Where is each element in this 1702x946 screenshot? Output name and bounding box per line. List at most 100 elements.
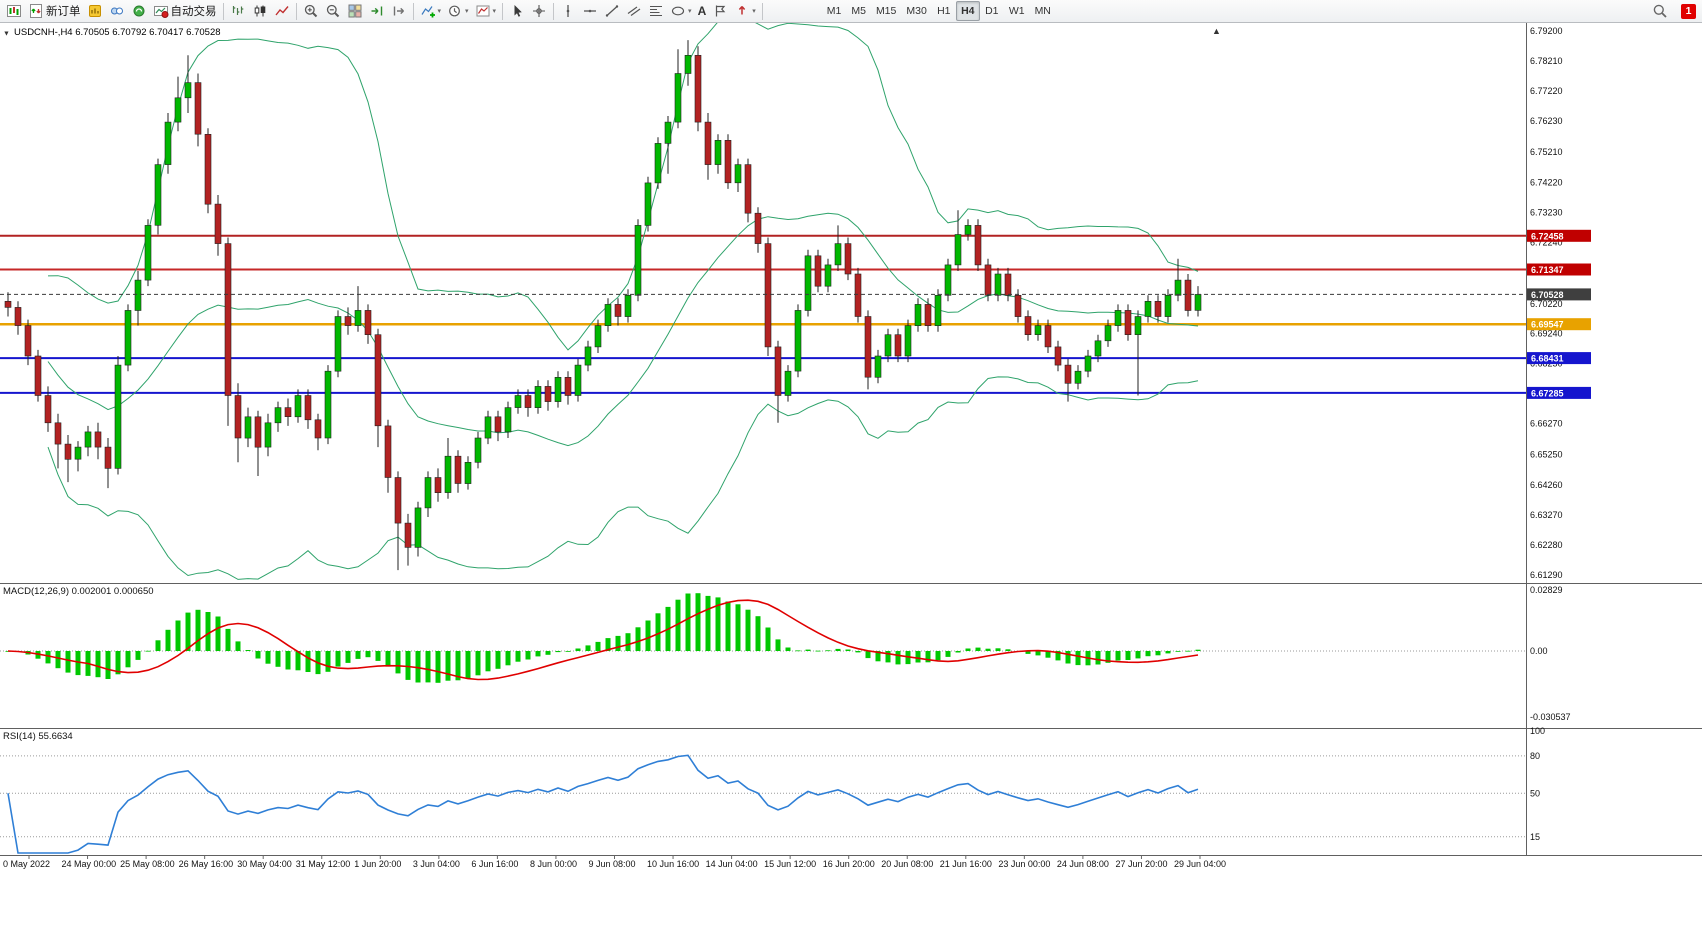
bollinger-bands <box>47 23 1199 580</box>
arrow-tool-icon <box>739 6 746 15</box>
indicators-button[interactable]: ▾ <box>417 1 445 21</box>
zoom-in-button[interactable] <box>300 1 322 21</box>
timeframe-H4[interactable]: H4 <box>955 1 980 21</box>
svg-text:6.67285: 6.67285 <box>1531 388 1564 398</box>
timeframe-W1[interactable]: W1 <box>1008 5 1025 17</box>
algo-trading-icon <box>153 6 168 18</box>
dropdown-caret-icon: ▾ <box>752 7 756 15</box>
trendline-icon <box>605 5 619 17</box>
price-scale[interactable]: 6.79200 6.78210 6.77220 6.76230 6.75210 6.742… <box>1530 26 1563 580</box>
timeframe-MN[interactable]: MN <box>1034 5 1051 17</box>
clock-icon <box>449 5 460 17</box>
trendline-button[interactable] <box>601 1 623 21</box>
svg-text:9 Jun 08:00: 9 Jun 08:00 <box>589 859 636 869</box>
svg-text:6.74220: 6.74220 <box>1530 177 1563 187</box>
chart-header: ▼ USDCNH-,H4 6.70505 6.70792 6.70417 6.70… <box>3 27 221 38</box>
chart-canvas[interactable]: 6.79200 6.78210 6.77220 6.76230 6.75210 6.742… <box>0 23 1702 946</box>
shapes-button[interactable]: ▾ <box>667 1 695 21</box>
line-chart-button[interactable] <box>271 1 293 21</box>
indicator-axis-labels: 0.02829 0.00 -0.030537 100 80 50 15 <box>1530 585 1571 842</box>
dropdown-caret-icon: ▾ <box>437 7 442 15</box>
svg-text:6.72458: 6.72458 <box>1531 231 1564 241</box>
crosshair-button[interactable] <box>528 1 550 21</box>
timeframe-D1[interactable]: D1 <box>985 5 999 17</box>
svg-text:6.65250: 6.65250 <box>1530 450 1563 460</box>
new-chart-button[interactable] <box>3 1 25 21</box>
macd-panel[interactable] <box>0 593 1526 683</box>
navigator-button[interactable] <box>106 1 128 21</box>
horizontal-level-lines[interactable] <box>0 234 1526 394</box>
svg-text:21 Jun 16:00: 21 Jun 16:00 <box>940 859 992 869</box>
fibonacci-button[interactable] <box>645 1 667 21</box>
svg-text:6.66270: 6.66270 <box>1530 419 1563 429</box>
toolbar-separator <box>295 2 297 20</box>
templates-button[interactable]: ▾ <box>472 1 500 21</box>
svg-text:6.69547: 6.69547 <box>1531 320 1564 330</box>
algo-trading-button[interactable]: 自动交易 <box>150 1 220 21</box>
community-icon <box>133 5 144 17</box>
timeframe-H1[interactable]: H1 <box>937 5 951 17</box>
panel-frames <box>0 23 1702 856</box>
toolbar-separator <box>412 2 414 20</box>
svg-text:24 Jun 08:00: 24 Jun 08:00 <box>1057 859 1109 869</box>
svg-text:24 May 00:00: 24 May 00:00 <box>62 859 117 869</box>
line-chart-icon <box>274 6 289 16</box>
market-watch-icon <box>88 5 101 17</box>
bars-chart-button[interactable] <box>227 1 249 21</box>
svg-text:6.73230: 6.73230 <box>1530 207 1563 217</box>
svg-text:6.68431: 6.68431 <box>1531 354 1564 364</box>
auto-scroll-button[interactable] <box>366 1 388 21</box>
svg-text:MACD(12,26,9) 0.002001 0.00065: MACD(12,26,9) 0.002001 0.000650 <box>3 586 154 597</box>
shapes-icon <box>671 6 685 16</box>
svg-text:USDCNH-,H4 6.70505 6.70792 6.7: USDCNH-,H4 6.70505 6.70792 6.70417 6.705… <box>14 27 221 38</box>
channel-icon <box>627 6 641 16</box>
timeframe-M30[interactable]: M30 <box>906 5 927 17</box>
toolbar-separator <box>553 2 555 20</box>
new-chart-icon <box>7 5 21 17</box>
horizontal-line-button[interactable] <box>579 1 601 21</box>
svg-text:20 Jun 08:00: 20 Jun 08:00 <box>881 859 933 869</box>
indicators-icon <box>420 6 435 18</box>
candles-chart-button[interactable] <box>249 1 271 21</box>
svg-text:50: 50 <box>1530 788 1540 798</box>
toolbar-separator <box>222 2 224 20</box>
svg-text:15: 15 <box>1530 832 1540 842</box>
search-button[interactable] <box>1649 1 1671 21</box>
timeframe-M15[interactable]: M15 <box>875 5 897 17</box>
new-order-icon <box>30 4 42 18</box>
rsi-panel[interactable] <box>0 754 1526 854</box>
oneclick-trading-arrow[interactable]: ▲ <box>1212 26 1221 36</box>
vertical-line-button[interactable] <box>557 1 579 21</box>
label-tool-button[interactable] <box>709 1 731 21</box>
periods-button[interactable]: ▾ <box>444 1 472 21</box>
new-order-button[interactable]: 新订单 <box>25 1 84 21</box>
dropdown-caret-icon: ▾ <box>688 7 692 15</box>
zoom-out-button[interactable] <box>322 1 344 21</box>
auto-scroll-icon <box>371 6 382 16</box>
chart-shift-icon <box>393 6 404 16</box>
time-scale[interactable]: 0 May 2022 24 May 00:00 25 May 08:00 26 May… <box>3 855 1226 870</box>
timeframe-M5[interactable]: M5 <box>851 5 866 17</box>
svg-text:RSI(14) 55.6634: RSI(14) 55.6634 <box>3 731 73 742</box>
main-chart-panel[interactable] <box>0 23 1526 580</box>
market-watch-button[interactable] <box>84 1 106 21</box>
toolbar-separator <box>761 2 763 20</box>
svg-text:6.77220: 6.77220 <box>1530 86 1563 96</box>
algo-trading-label: 自动交易 <box>170 6 217 18</box>
arrows-tool-button[interactable]: ▾ <box>731 1 759 21</box>
chart-shift-button[interactable] <box>388 1 410 21</box>
cursor-button[interactable] <box>506 1 528 21</box>
svg-text:6.71347: 6.71347 <box>1531 265 1564 275</box>
main-toolbar: 新订单 自动交易 ▾ ▾ ▾ ▾ A ▾ M1 M5 M15 M30 H1 H4 D1 W1 M… <box>0 0 1702 23</box>
svg-text:6.70220: 6.70220 <box>1530 299 1563 309</box>
tile-windows-button[interactable] <box>344 1 366 21</box>
timeframe-M1[interactable]: M1 <box>826 5 842 17</box>
svg-text:26 May 16:00: 26 May 16:00 <box>179 859 234 869</box>
channel-button[interactable] <box>623 1 645 21</box>
text-tool-button[interactable]: A <box>695 1 710 21</box>
notification-badge[interactable]: 1 <box>1681 3 1696 19</box>
tile-windows-icon <box>348 4 361 18</box>
community-button[interactable] <box>128 1 150 21</box>
svg-text:6.61290: 6.61290 <box>1530 570 1563 580</box>
svg-text:25 May 08:00: 25 May 08:00 <box>120 859 175 869</box>
